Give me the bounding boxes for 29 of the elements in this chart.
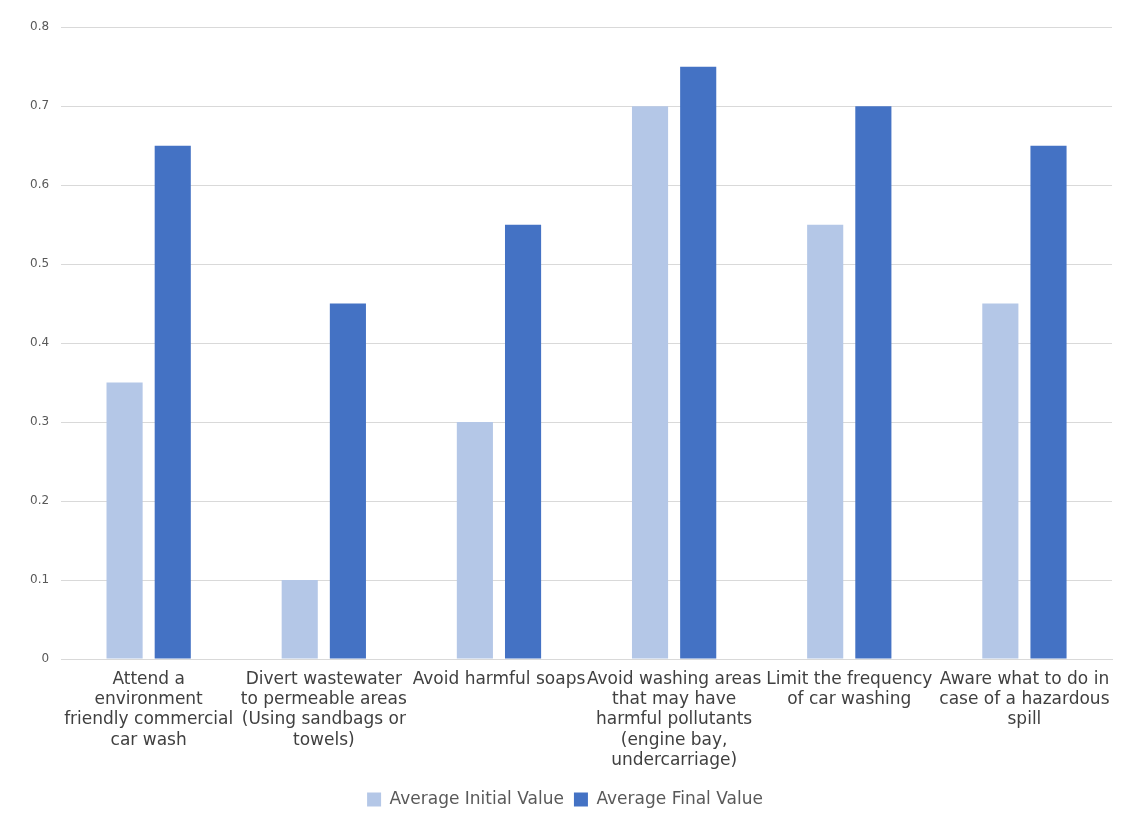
y-tick-label: 0.2 bbox=[29, 493, 50, 508]
bar bbox=[855, 106, 892, 659]
y-tick-label: 0.8 bbox=[29, 19, 50, 34]
bar bbox=[154, 145, 191, 659]
bar bbox=[504, 224, 542, 659]
bar bbox=[106, 382, 143, 659]
x-tick-label: Limit the frequency of car washing bbox=[766, 667, 933, 709]
y-tick-label: 0.3 bbox=[29, 414, 50, 429]
legend-label: Average Final Value bbox=[596, 787, 763, 808]
y-tick-label: 0.6 bbox=[29, 177, 50, 192]
bar bbox=[456, 422, 493, 659]
x-tick-label: Avoid washing areas that may have harmful pollutants (engine bay, undercarriage) bbox=[586, 667, 762, 770]
y-tick-label: 0.7 bbox=[29, 98, 50, 113]
y-tick-label: 0 bbox=[41, 651, 50, 666]
bar bbox=[982, 303, 1019, 659]
y-tick-label: 0.4 bbox=[29, 335, 50, 350]
bar bbox=[807, 224, 844, 659]
x-tick-label: Avoid harmful soaps bbox=[412, 667, 586, 688]
bar bbox=[631, 106, 669, 659]
bar bbox=[329, 303, 366, 659]
bar bbox=[281, 580, 318, 659]
bar bbox=[680, 66, 717, 659]
y-tick-label: 0.1 bbox=[29, 572, 50, 587]
x-tick-label: Aware what to do in case of a hazardous spill bbox=[939, 667, 1110, 729]
y-tick-label: 0.5 bbox=[29, 256, 50, 271]
x-tick-label: Attend a environment friendly commercial car wash bbox=[64, 667, 234, 749]
x-tick-label: Divert wastewater to permeable areas (Using sandbags or towels) bbox=[240, 667, 407, 749]
legend-label: Average Initial Value bbox=[389, 787, 564, 808]
bar bbox=[1030, 145, 1067, 659]
